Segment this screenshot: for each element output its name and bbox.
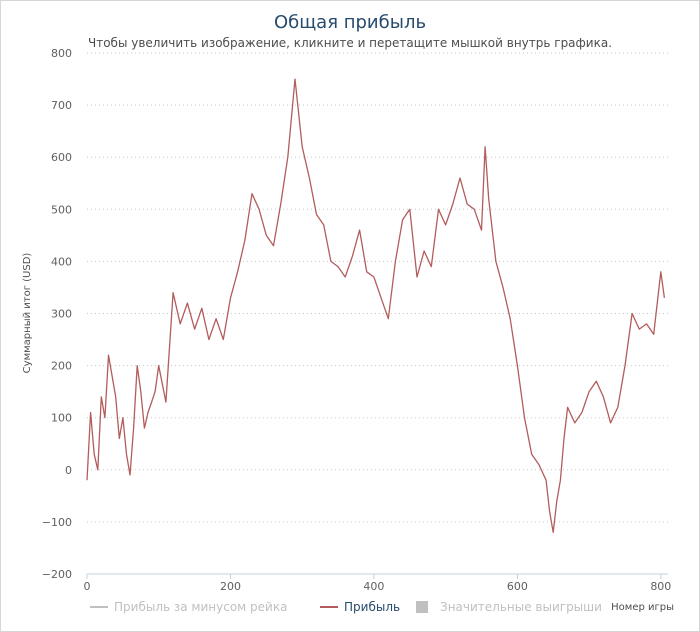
y-tick-label: 800	[51, 47, 72, 60]
y-tick-label: 600	[51, 151, 72, 164]
y-axis-ticks: −200 −100 0 100 200 300 400 500 600 700 800	[42, 47, 72, 581]
y-tick-label: 0	[65, 464, 72, 477]
legend-item-profit[interactable]: Прибыль	[320, 600, 400, 614]
legend: Прибыль за минусом рейка Прибыль Значите…	[90, 600, 602, 614]
y-axis-title: Суммарный итог (USD)	[22, 253, 33, 374]
x-tick-label: 200	[220, 580, 241, 593]
chart-subtitle: Чтобы увеличить изображение, кликните и …	[88, 36, 612, 50]
series-line-profit[interactable]	[86, 78, 666, 533]
chart-title: Общая прибыль	[274, 12, 426, 33]
x-axis-title: Номер игры	[611, 602, 674, 613]
legend-square-icon	[416, 601, 428, 613]
y-tick-label: 100	[51, 412, 72, 425]
y-tick-label: −100	[42, 516, 72, 529]
legend-item-profit-minus-rake[interactable]: Прибыль за минусом рейка	[90, 600, 287, 614]
x-tick-label: 0	[84, 580, 91, 593]
x-tick-label: 800	[650, 580, 671, 593]
y-tick-label: 300	[51, 308, 72, 321]
legend-item-big-wins[interactable]: Значительные выигрыши	[416, 600, 602, 614]
legend-label-big-wins: Значительные выигрыши	[440, 600, 602, 614]
y-tick-label: 400	[51, 255, 72, 268]
y-tick-label: 700	[51, 99, 72, 112]
y-tick-label: 200	[51, 360, 72, 373]
series-layer	[86, 78, 666, 533]
x-tick-label: 600	[507, 580, 528, 593]
grid-lines	[87, 52, 668, 575]
y-tick-label: −200	[42, 568, 72, 581]
legend-label-profit: Прибыль	[344, 600, 400, 614]
legend-label-profit-minus-rake: Прибыль за минусом рейка	[114, 600, 287, 614]
x-tick-label: 400	[363, 580, 384, 593]
y-tick-label: 500	[51, 203, 72, 216]
x-axis: 0 200 400 600 800	[84, 573, 671, 593]
